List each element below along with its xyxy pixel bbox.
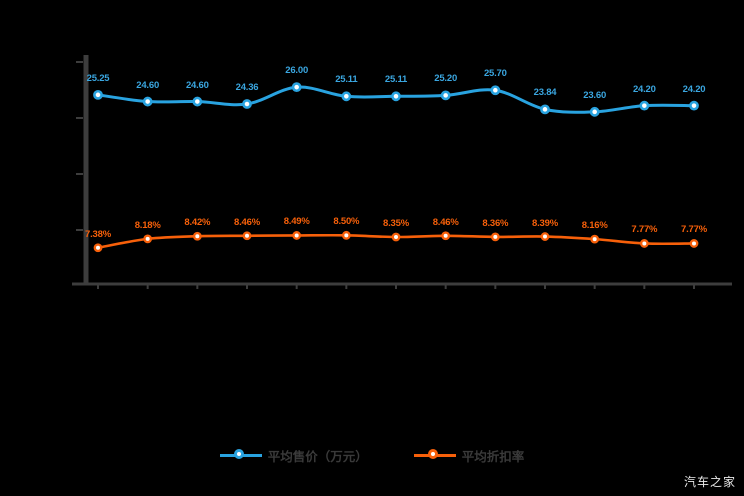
- legend-marker-icon-1: [413, 448, 456, 462]
- data-label: 25.25: [86, 72, 110, 84]
- data-label: 24.36: [235, 82, 259, 93]
- data-label: 24.60: [136, 79, 160, 91]
- data-label: 25.20: [434, 73, 458, 85]
- data-point: [93, 89, 103, 100]
- data-point: [639, 239, 649, 248]
- data-label: 8.36%: [482, 217, 509, 229]
- data-label: 8.16%: [581, 220, 608, 232]
- data-point: [242, 231, 252, 241]
- data-label: 25.70: [483, 68, 507, 80]
- data-label: 24.60: [185, 79, 209, 91]
- data-point: [639, 100, 650, 111]
- data-label: 25.11: [335, 74, 358, 86]
- data-label: 7.38%: [85, 228, 111, 240]
- data-point: [440, 90, 451, 101]
- data-point: [192, 231, 202, 241]
- series-group: [93, 82, 699, 253]
- data-point: [391, 232, 401, 242]
- data-label: 25.11: [384, 74, 408, 86]
- data-point: [341, 91, 352, 102]
- data-point: [292, 231, 302, 240]
- data-label: 8.49%: [283, 216, 310, 228]
- data-point: [490, 232, 500, 242]
- data-label: 26.00: [285, 65, 309, 77]
- data-label: 8.39%: [532, 217, 558, 229]
- data-point: [540, 232, 550, 241]
- data-label: 8.35%: [383, 218, 409, 229]
- data-point: [441, 231, 451, 241]
- data-point: [490, 85, 501, 96]
- legend-item-0[interactable]: 平均售价（万元）: [219, 446, 368, 465]
- data-point: [391, 91, 401, 102]
- data-point: [689, 239, 699, 248]
- data-point: [590, 234, 600, 244]
- data-point: [540, 104, 550, 115]
- data-point: [242, 99, 252, 109]
- data-point: [143, 234, 153, 244]
- data-label: 8.50%: [333, 216, 360, 228]
- data-point: [589, 106, 600, 117]
- legend-label-0: 平均售价（万元）: [267, 449, 368, 464]
- legend-item-1[interactable]: 平均折扣率: [413, 446, 525, 465]
- chart-legend: 平均售价（万元） 平均折扣率: [0, 440, 744, 470]
- legend-marker-icon-0: [219, 448, 262, 462]
- watermark-text: 汽车之家: [683, 475, 736, 489]
- axis-group: [72, 55, 732, 289]
- data-label: 23.60: [583, 89, 607, 101]
- data-point: [93, 243, 103, 253]
- data-label: 7.77%: [631, 224, 658, 236]
- data-point: [142, 96, 153, 107]
- data-label: 8.46%: [432, 216, 459, 228]
- data-label: 24.20: [682, 83, 706, 95]
- data-label: 8.42%: [184, 217, 211, 229]
- data-label: 8.46%: [234, 216, 260, 228]
- legend-label-1: 平均折扣率: [461, 449, 525, 464]
- data-point: [291, 82, 302, 93]
- data-point: [341, 230, 351, 240]
- data-point: [689, 100, 699, 111]
- data-point: [192, 96, 203, 107]
- data-label: 7.77%: [681, 224, 707, 236]
- data-label: 23.84: [533, 87, 557, 99]
- data-label: 24.20: [632, 83, 656, 95]
- data-label: 8.18%: [134, 219, 161, 231]
